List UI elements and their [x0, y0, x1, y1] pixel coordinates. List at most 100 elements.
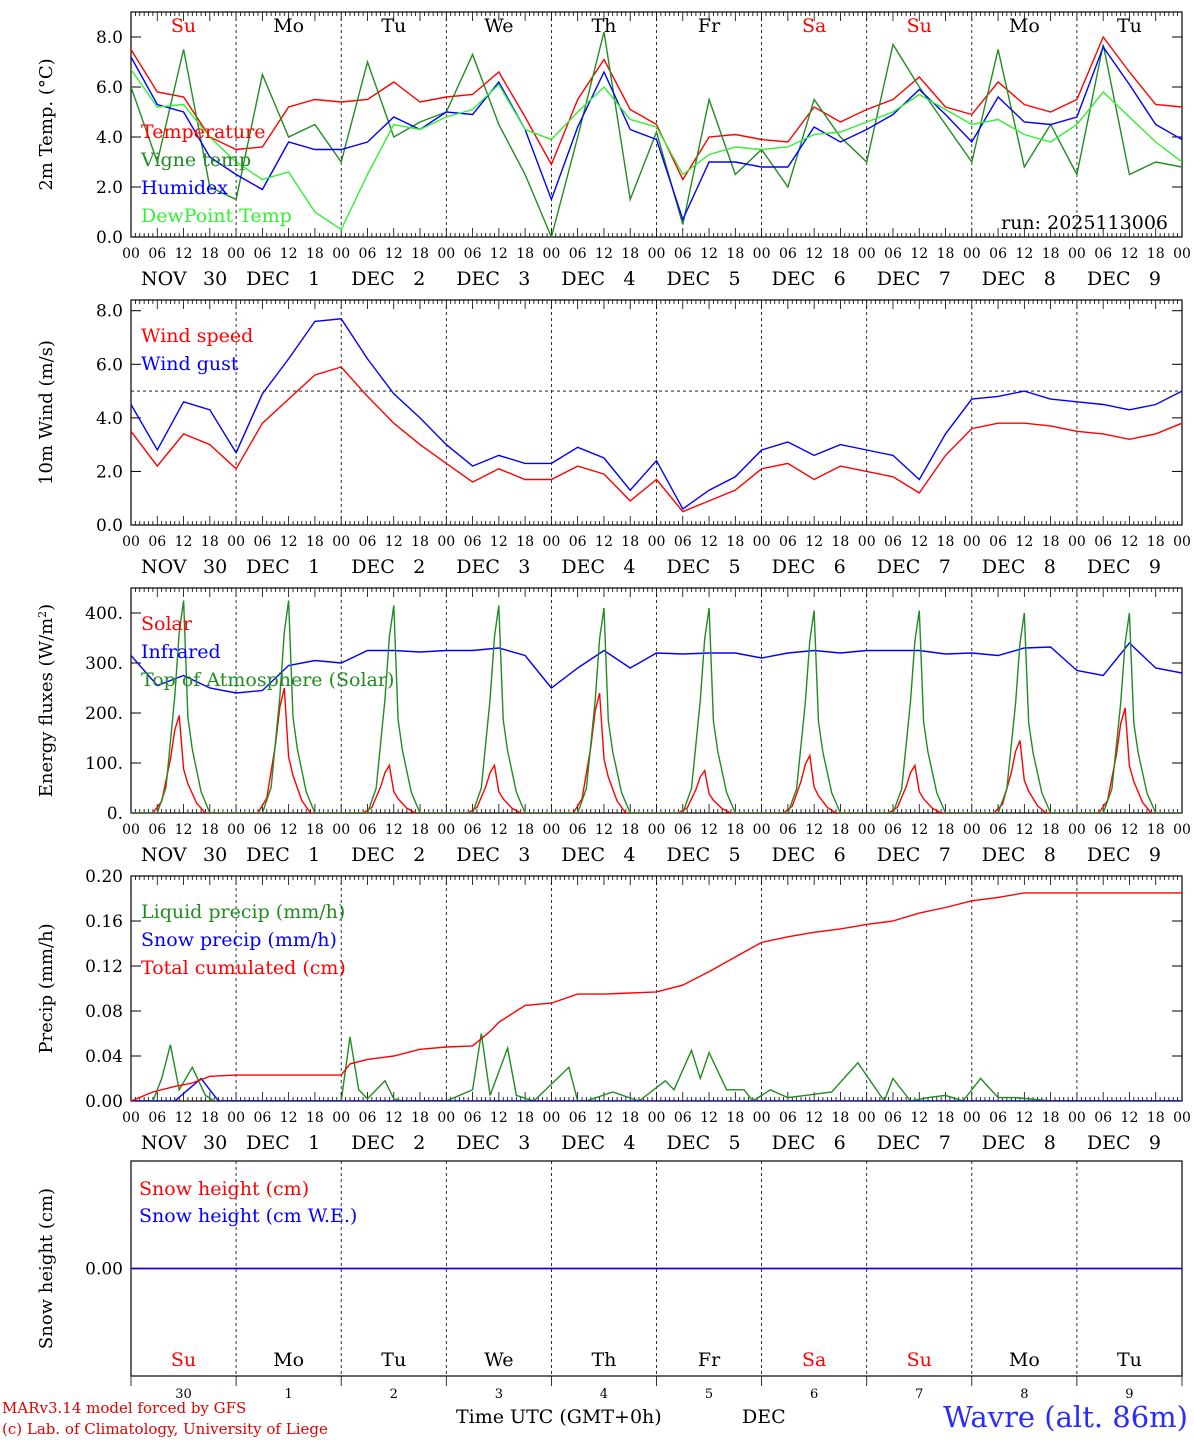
date-day-label: 8: [1044, 556, 1056, 578]
hour-tick-label: 18: [201, 246, 219, 262]
day-number-label: 4: [600, 1387, 608, 1402]
hour-tick-label: 18: [516, 1110, 534, 1126]
y-tick-label: 300.: [85, 654, 123, 674]
hour-tick-label: 18: [1147, 246, 1165, 262]
date-day-label: 5: [729, 556, 741, 578]
hour-tick-label: 06: [253, 534, 271, 550]
hour-tick-label: 00: [648, 1110, 666, 1126]
hour-tick-label: 06: [674, 246, 692, 262]
date-day-label: 8: [1044, 268, 1056, 290]
hour-tick-label: 00: [1173, 534, 1191, 550]
hour-tick-label: 06: [779, 822, 797, 838]
date-day-label: 4: [623, 556, 635, 578]
hour-tick-label: 06: [253, 246, 271, 262]
day-number-label: 7: [915, 1387, 923, 1402]
hour-tick-label: 06: [989, 1110, 1007, 1126]
date-month-label: DEC: [877, 268, 921, 290]
legend-entry: Total cumulated (cm): [141, 957, 346, 979]
y-tick-label: 0.16: [85, 912, 123, 932]
hour-tick-label: 18: [411, 1110, 429, 1126]
day-name-label: Tu: [1117, 15, 1142, 37]
hour-tick-label: 00: [648, 246, 666, 262]
date-day-label: 8: [1044, 844, 1056, 866]
date-day-label: 6: [834, 844, 846, 866]
hour-tick-label: 06: [884, 534, 902, 550]
hour-tick-label: 00: [753, 534, 771, 550]
day-name-label: Fr: [698, 15, 721, 37]
hour-tick-label: 06: [148, 246, 166, 262]
date-day-label: 9: [1149, 844, 1161, 866]
hour-tick-label: 00: [122, 1110, 140, 1126]
date-day-label: 7: [939, 844, 951, 866]
hour-tick-label: 12: [1015, 1110, 1033, 1126]
hour-tick-label: 00: [227, 822, 245, 838]
hour-tick-label: 18: [621, 1110, 639, 1126]
hour-tick-label: 12: [490, 822, 508, 838]
hour-tick-label: 18: [621, 246, 639, 262]
hour-tick-label: 12: [805, 246, 823, 262]
series-line-wind-gust: [131, 318, 1182, 510]
hour-tick-label: 00: [963, 534, 981, 550]
hour-tick-label: 18: [201, 1110, 219, 1126]
y-tick-label: 100.: [85, 754, 123, 774]
date-day-label: 30: [203, 268, 227, 290]
date-month-label: DEC: [877, 844, 921, 866]
y-tick-label: 200.: [85, 704, 123, 724]
hour-tick-label: 00: [753, 822, 771, 838]
hour-tick-label: 18: [516, 822, 534, 838]
date-month-label: DEC: [456, 844, 500, 866]
hour-tick-label: 18: [621, 534, 639, 550]
date-day-label: 6: [834, 1132, 846, 1154]
hour-tick-label: 00: [437, 534, 455, 550]
legend-entry: Vigne temp: [140, 149, 251, 171]
y-tick-label: 0.04: [85, 1047, 123, 1067]
hour-tick-label: 12: [490, 246, 508, 262]
date-day-label: 5: [729, 268, 741, 290]
hour-tick-label: 12: [700, 1110, 718, 1126]
hour-tick-label: 00: [542, 246, 560, 262]
date-day-label: 30: [203, 844, 227, 866]
hour-tick-label: 18: [1147, 534, 1165, 550]
hour-tick-label: 12: [805, 1110, 823, 1126]
time-axis-label: Time UTC (GMT+0h): [456, 1406, 662, 1428]
day-name-label: Mo: [273, 1349, 304, 1371]
hour-tick-label: 18: [1042, 534, 1060, 550]
day-name-label: Th: [591, 1349, 616, 1371]
hour-tick-label: 00: [542, 1110, 560, 1126]
day-name-label: Sa: [802, 1349, 826, 1371]
date-day-label: 30: [203, 1132, 227, 1154]
date-day-label: 9: [1149, 268, 1161, 290]
legend-entry: Wind gust: [141, 353, 239, 375]
date-day-label: 9: [1149, 556, 1161, 578]
hour-tick-label: 12: [175, 534, 193, 550]
hour-tick-label: 18: [411, 246, 429, 262]
day-number-label: 5: [705, 1387, 713, 1402]
hour-tick-label: 12: [175, 822, 193, 838]
hour-tick-label: 18: [832, 534, 850, 550]
day-name-label: Mo: [1009, 15, 1040, 37]
y-tick-label: 0.12: [85, 957, 123, 977]
hour-tick-label: 00: [542, 822, 560, 838]
hour-tick-label: 06: [569, 822, 587, 838]
model-credit: MARv3.14 model forced by GFS: [2, 1399, 247, 1417]
day-number-label: 1: [285, 1387, 293, 1402]
hour-tick-label: 12: [1121, 822, 1139, 838]
hour-tick-label: 06: [779, 1110, 797, 1126]
panel-precip: [130, 875, 1183, 1102]
day-name-label: We: [484, 1349, 513, 1371]
date-month-label: DEC: [351, 556, 395, 578]
y-axis-label: Precip (mm/h): [36, 923, 57, 1053]
hour-tick-label: 12: [280, 534, 298, 550]
date-month-label: DEC: [772, 556, 816, 578]
hour-tick-label: 18: [832, 1110, 850, 1126]
day-name-label: Sa: [802, 15, 826, 37]
date-month-label: DEC: [1087, 1132, 1131, 1154]
hour-tick-label: 18: [516, 534, 534, 550]
date-month-label: DEC: [561, 556, 605, 578]
hour-tick-label: 06: [674, 1110, 692, 1126]
hour-tick-label: 06: [148, 822, 166, 838]
date-day-label: 4: [623, 844, 635, 866]
hour-tick-label: 06: [884, 1110, 902, 1126]
hour-tick-label: 00: [332, 1110, 350, 1126]
y-axis-label: Energy fluxes (W/m2): [36, 604, 58, 797]
